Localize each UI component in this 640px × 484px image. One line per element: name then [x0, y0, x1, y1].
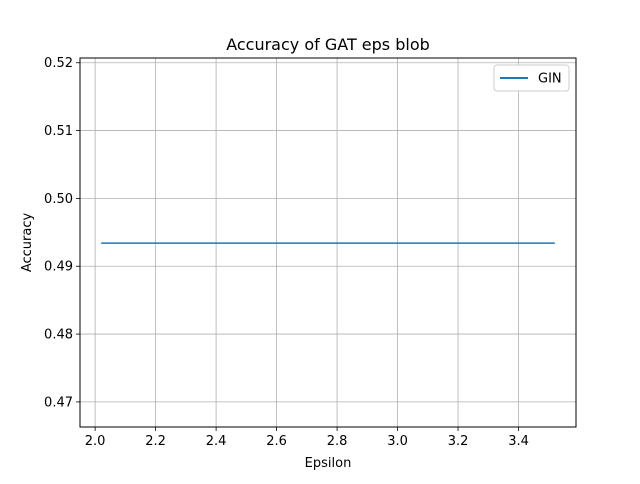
y-tick-label: 0.50 [44, 192, 73, 207]
legend-box [493, 64, 570, 92]
y-tick-label: 0.47 [44, 395, 73, 410]
y-axis-label: Accuracy [20, 213, 35, 273]
y-tick-label: 0.51 [44, 124, 73, 139]
chart-title: Accuracy of GAT eps blob [226, 35, 430, 54]
x-tick-label: 2.0 [85, 434, 106, 449]
x-tick-label: 2.6 [266, 434, 287, 449]
plot-frame [79, 57, 577, 428]
x-tick-label: 2.4 [206, 434, 227, 449]
x-tick-label: 3.0 [387, 434, 408, 449]
y-tick-label: 0.52 [44, 56, 73, 71]
x-tick-label: 3.4 [508, 434, 529, 449]
x-axis-label: Epsilon [305, 456, 352, 471]
x-tick-label: 2.2 [145, 434, 166, 449]
legend: GIN [493, 64, 570, 92]
x-tick-label: 2.8 [327, 434, 348, 449]
x-tick-label: 3.2 [448, 434, 469, 449]
ticks: 2.0 2.2 2.4 2.6 2.8 3.0 3.2 3.4 0.47 0.48 0.49 0.50… [44, 56, 529, 449]
y-tick-label: 0.49 [44, 260, 73, 275]
legend-label-gin: GIN [538, 72, 562, 87]
y-tick-label: 0.48 [44, 328, 73, 343]
